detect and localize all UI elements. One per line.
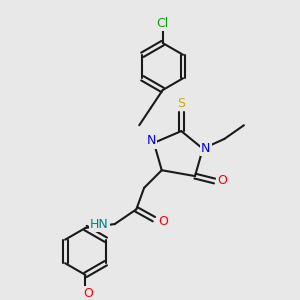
Text: O: O — [158, 214, 168, 228]
Text: HN: HN — [90, 218, 109, 230]
Text: O: O — [83, 287, 93, 300]
Text: Cl: Cl — [157, 17, 169, 30]
Text: N: N — [146, 134, 156, 147]
Text: O: O — [218, 175, 227, 188]
Text: S: S — [177, 97, 185, 110]
Text: N: N — [201, 142, 211, 155]
